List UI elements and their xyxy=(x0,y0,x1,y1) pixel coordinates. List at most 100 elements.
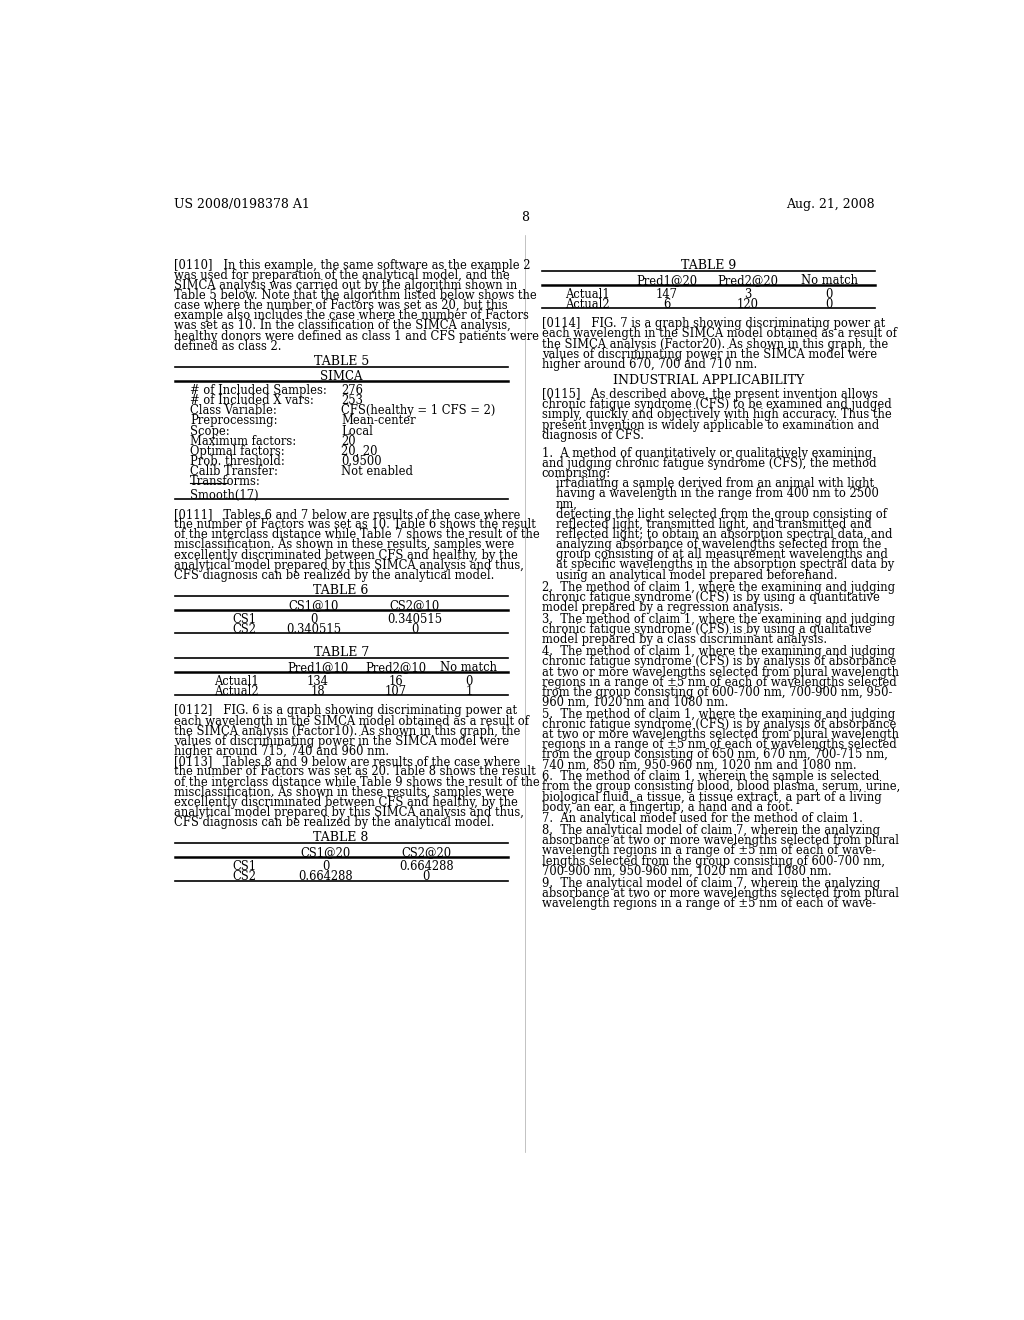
Text: misclassification. As shown in these results, samples were: misclassification. As shown in these res… xyxy=(174,539,515,552)
Text: each wavelength in the SIMCA model obtained as a result of: each wavelength in the SIMCA model obtai… xyxy=(174,714,529,727)
Text: [0110]   In this example, the same software as the example 2: [0110] In this example, the same softwar… xyxy=(174,259,531,272)
Text: CS2@10: CS2@10 xyxy=(389,599,440,612)
Text: TABLE 5: TABLE 5 xyxy=(313,355,369,367)
Text: 2.  The method of claim 1, where the examining and judging: 2. The method of claim 1, where the exam… xyxy=(542,581,895,594)
Text: TABLE 8: TABLE 8 xyxy=(313,832,369,843)
Text: Local: Local xyxy=(341,425,373,437)
Text: [0115]   As described above, the present invention allows: [0115] As described above, the present i… xyxy=(542,388,878,401)
Text: Table 5 below. Note that the algorithm listed below shows the: Table 5 below. Note that the algorithm l… xyxy=(174,289,538,302)
Text: 1: 1 xyxy=(465,685,473,698)
Text: simply, quickly and objectively with high accuracy. Thus the: simply, quickly and objectively with hig… xyxy=(542,408,892,421)
Text: Actual1: Actual1 xyxy=(214,675,259,688)
Text: higher around 715, 740 and 960 nm.: higher around 715, 740 and 960 nm. xyxy=(174,746,389,758)
Text: Aug. 21, 2008: Aug. 21, 2008 xyxy=(786,198,876,211)
Text: analytical model prepared by this SIMCA analysis and thus,: analytical model prepared by this SIMCA … xyxy=(174,558,524,572)
Text: diagnosis of CFS.: diagnosis of CFS. xyxy=(542,429,644,442)
Text: [0114]   FIG. 7 is a graph showing discriminating power at: [0114] FIG. 7 is a graph showing discrim… xyxy=(542,317,885,330)
Text: CFS diagnosis can be realized by the analytical model.: CFS diagnosis can be realized by the ana… xyxy=(174,569,495,582)
Text: TABLE 7: TABLE 7 xyxy=(313,645,369,659)
Text: lengths selected from the group consisting of 600-700 nm,: lengths selected from the group consisti… xyxy=(542,854,885,867)
Text: TABLE 6: TABLE 6 xyxy=(313,583,369,597)
Text: 8.  The analytical model of claim 7, wherein the analyzing: 8. The analytical model of claim 7, wher… xyxy=(542,824,880,837)
Text: No match: No match xyxy=(440,661,498,675)
Text: from the group consisting blood, blood plasma, serum, urine,: from the group consisting blood, blood p… xyxy=(542,780,900,793)
Text: 134: 134 xyxy=(307,675,329,688)
Text: 740 nm, 850 nm, 950-960 nm, 1020 nm and 1080 nm.: 740 nm, 850 nm, 950-960 nm, 1020 nm and … xyxy=(542,759,856,771)
Text: No match: No match xyxy=(801,275,858,286)
Text: 6.  The method of claim 1, wherein the sample is selected: 6. The method of claim 1, wherein the sa… xyxy=(542,771,880,783)
Text: 276: 276 xyxy=(341,384,362,397)
Text: Scope:: Scope: xyxy=(190,425,229,437)
Text: CS2: CS2 xyxy=(232,623,256,636)
Text: biological fluid, a tissue, a tissue extract, a part of a living: biological fluid, a tissue, a tissue ext… xyxy=(542,791,882,804)
Text: present invention is widely applicable to examination and: present invention is widely applicable t… xyxy=(542,418,879,432)
Text: model prepared by a class discriminant analysis.: model prepared by a class discriminant a… xyxy=(542,634,827,647)
Text: at two or more wavelengths selected from plural wavelength: at two or more wavelengths selected from… xyxy=(542,729,899,741)
Text: Actual1: Actual1 xyxy=(565,288,610,301)
Text: 3.  The method of claim 1, where the examining and judging: 3. The method of claim 1, where the exam… xyxy=(542,614,895,626)
Text: SIMCA: SIMCA xyxy=(319,370,362,383)
Text: chronic fatigue syndrome (CFS) is by analysis of absorbance: chronic fatigue syndrome (CFS) is by ana… xyxy=(542,718,896,731)
Text: Pred1@10: Pred1@10 xyxy=(288,661,348,675)
Text: 107: 107 xyxy=(384,685,407,698)
Text: Optimal factors:: Optimal factors: xyxy=(190,445,285,458)
Text: healthy donors were defined as class 1 and CFS patients were: healthy donors were defined as class 1 a… xyxy=(174,330,540,343)
Text: 0.340515: 0.340515 xyxy=(287,623,342,636)
Text: group consisting of at all measurement wavelengths and: group consisting of at all measurement w… xyxy=(556,548,888,561)
Text: 6: 6 xyxy=(663,298,671,312)
Text: # of Included X vars:: # of Included X vars: xyxy=(190,393,313,407)
Text: and judging chronic fatigue syndrome (CFS), the method: and judging chronic fatigue syndrome (CF… xyxy=(542,457,877,470)
Text: 0.9500: 0.9500 xyxy=(341,455,382,469)
Text: Smooth(17): Smooth(17) xyxy=(190,488,259,502)
Text: Actual2: Actual2 xyxy=(565,298,610,312)
Text: Pred2@10: Pred2@10 xyxy=(365,661,426,675)
Text: the SIMCA analysis (Factor20). As shown in this graph, the: the SIMCA analysis (Factor20). As shown … xyxy=(542,338,888,351)
Text: comprising:: comprising: xyxy=(542,467,611,480)
Text: of the interclass distance while Table 7 shows the result of the: of the interclass distance while Table 7… xyxy=(174,528,541,541)
Text: 147: 147 xyxy=(655,288,678,301)
Text: regions in a range of ±5 nm of each of wavelengths selected: regions in a range of ±5 nm of each of w… xyxy=(542,676,897,689)
Text: reflected light, transmitted light, and transmitted and: reflected light, transmitted light, and … xyxy=(556,517,871,531)
Text: 120: 120 xyxy=(737,298,759,312)
Text: Class Variable:: Class Variable: xyxy=(190,404,276,417)
Text: 0: 0 xyxy=(310,612,317,626)
Text: Mean-center: Mean-center xyxy=(341,414,416,428)
Text: 0: 0 xyxy=(465,675,473,688)
Text: Pred2@20: Pred2@20 xyxy=(718,275,778,286)
Text: 20, 20: 20, 20 xyxy=(341,445,378,458)
Text: CS1: CS1 xyxy=(232,612,256,626)
Text: higher around 670, 700 and 710 nm.: higher around 670, 700 and 710 nm. xyxy=(542,358,757,371)
Text: [0111]   Tables 6 and 7 below are results of the case where: [0111] Tables 6 and 7 below are results … xyxy=(174,508,521,521)
Text: CS1: CS1 xyxy=(232,861,256,874)
Text: 16: 16 xyxy=(388,675,402,688)
Text: at specific wavelengths in the absorption spectral data by: at specific wavelengths in the absorptio… xyxy=(556,558,894,572)
Text: nm,: nm, xyxy=(556,498,578,511)
Text: [0113]   Tables 8 and 9 below are results of the case where: [0113] Tables 8 and 9 below are results … xyxy=(174,755,521,768)
Text: 960 nm, 1020 nm and 1080 nm.: 960 nm, 1020 nm and 1080 nm. xyxy=(542,696,728,709)
Text: # of Included Samples:: # of Included Samples: xyxy=(190,384,327,397)
Text: defined as class 2.: defined as class 2. xyxy=(174,339,282,352)
Text: chronic fatigue syndrome (CFS) is by using a qualitative: chronic fatigue syndrome (CFS) is by usi… xyxy=(542,623,871,636)
Text: absorbance at two or more wavelengths selected from plural: absorbance at two or more wavelengths se… xyxy=(542,887,899,900)
Text: 0: 0 xyxy=(825,288,834,301)
Text: INDUSTRIAL APPLICABILITY: INDUSTRIAL APPLICABILITY xyxy=(612,375,804,387)
Text: Actual2: Actual2 xyxy=(214,685,259,698)
Text: 3: 3 xyxy=(744,288,752,301)
Text: Transforms:: Transforms: xyxy=(190,475,261,488)
Text: irradiating a sample derived from an animal with light: irradiating a sample derived from an ani… xyxy=(556,478,873,490)
Text: analyzing absorbance of wavelengths selected from the: analyzing absorbance of wavelengths sele… xyxy=(556,539,882,552)
Text: from the group consisting of 650 nm, 670 nm, 700-715 nm,: from the group consisting of 650 nm, 670… xyxy=(542,748,888,762)
Text: from the group consisting of 600-700 nm, 700-900 nm, 950-: from the group consisting of 600-700 nm,… xyxy=(542,686,892,698)
Text: analytical model prepared by this SIMCA analysis and thus,: analytical model prepared by this SIMCA … xyxy=(174,807,524,820)
Text: CS2: CS2 xyxy=(232,870,256,883)
Text: Pred1@20: Pred1@20 xyxy=(636,275,697,286)
Text: chronic fatigue syndrome (CFS) to be examined and judged: chronic fatigue syndrome (CFS) to be exa… xyxy=(542,399,892,412)
Text: example also includes the case where the number of Factors: example also includes the case where the… xyxy=(174,309,529,322)
Text: 0: 0 xyxy=(411,623,419,636)
Text: CS1@10: CS1@10 xyxy=(289,599,339,612)
Text: Maximum factors:: Maximum factors: xyxy=(190,434,296,447)
Text: excellently discriminated between CFS and healthy, by the: excellently discriminated between CFS an… xyxy=(174,796,518,809)
Text: each wavelength in the SIMCA model obtained as a result of: each wavelength in the SIMCA model obtai… xyxy=(542,327,897,341)
Text: detecting the light selected from the group consisting of: detecting the light selected from the gr… xyxy=(556,508,887,520)
Text: 0.340515: 0.340515 xyxy=(387,612,442,626)
